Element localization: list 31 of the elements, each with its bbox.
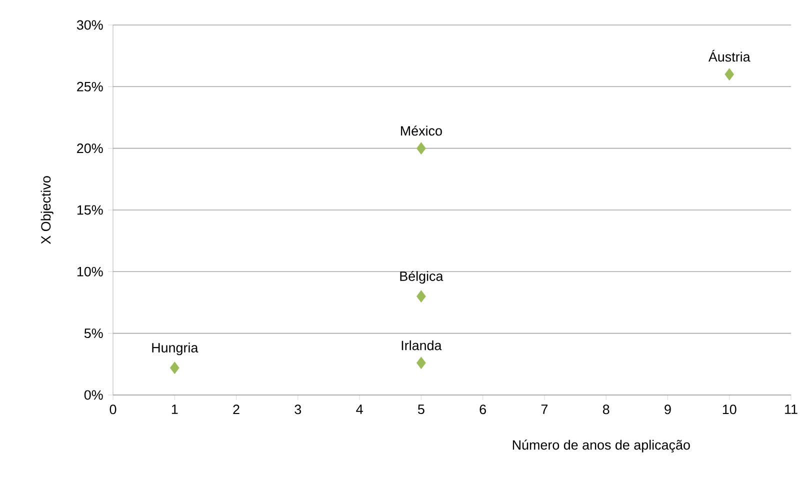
y-tick-label: 15% [77, 205, 103, 215]
point [170, 362, 180, 374]
y-tick-label: 5% [84, 328, 103, 338]
y-tick-label: 25% [77, 82, 103, 92]
x-tick-label: 11 [785, 404, 798, 414]
x-tick-label: 3 [294, 404, 302, 414]
y-tick-label: 10% [77, 266, 103, 276]
point [416, 142, 426, 155]
point [416, 290, 426, 303]
x-tick-label: 6 [480, 404, 486, 414]
x-tick-label: 9 [664, 404, 671, 414]
annotation: Bélgica [400, 270, 444, 284]
x-tick-label: 10 [722, 404, 736, 414]
annotation: México [401, 126, 442, 136]
x-axis-title: Número de anos de aplicação [512, 440, 690, 452]
x-tick-label: 4 [356, 404, 363, 414]
x-tick-label: 7 [541, 404, 548, 414]
y-axis-title: X Objectivo [40, 176, 54, 244]
point [724, 68, 734, 81]
annotation: Irlanda [402, 340, 442, 350]
y-tick-label: 30% [76, 20, 103, 30]
point [416, 356, 426, 370]
x-tick-label: 2 [233, 404, 240, 414]
annotation: Hungria [152, 342, 198, 356]
y-tick-label: 20% [77, 144, 103, 154]
x-tick-label: 0 [110, 404, 116, 414]
annotation: Áustria [708, 50, 750, 62]
y-tick-label: 0% [84, 390, 103, 400]
x-tick-label: 8 [602, 404, 610, 414]
x-tick-label: 5 [418, 404, 424, 414]
x-tick-label: 1 [172, 404, 178, 414]
